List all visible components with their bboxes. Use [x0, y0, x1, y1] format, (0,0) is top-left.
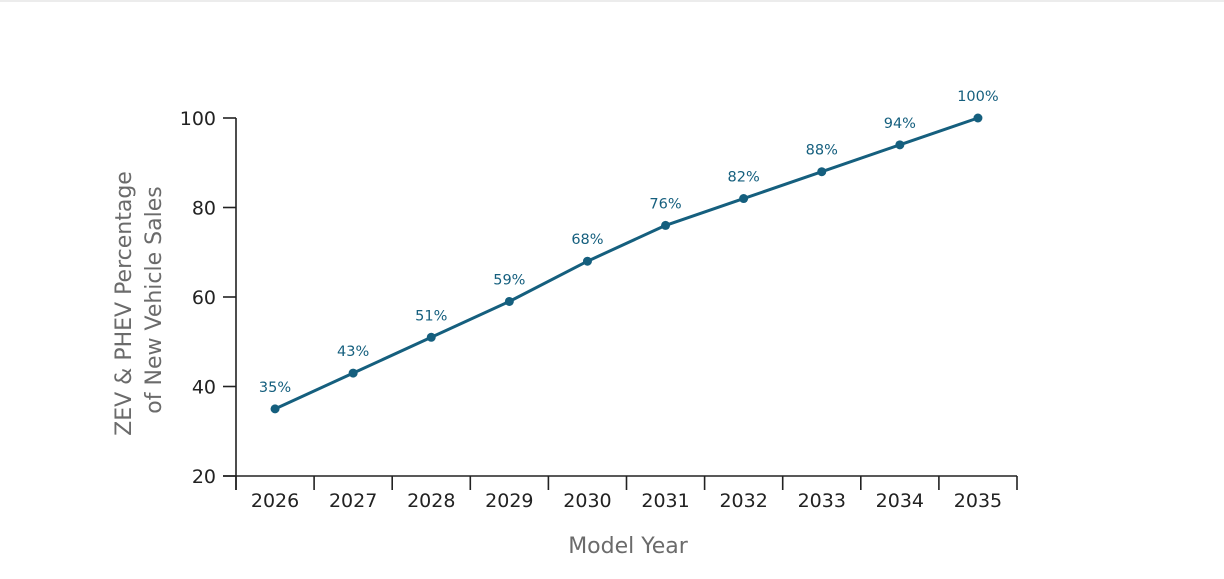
data-point: [348, 368, 358, 378]
top-border: [0, 0, 1224, 2]
data-label: 100%: [957, 89, 998, 105]
x-tick-label: 2034: [876, 490, 924, 512]
data-label: 35%: [259, 380, 291, 396]
y-ticks: 20 40 60 80 100: [180, 108, 236, 488]
data-point: [270, 404, 280, 414]
x-tick-label: 2031: [641, 490, 689, 512]
x-tick-label: 2032: [719, 490, 767, 512]
data-point: [739, 194, 749, 204]
data-labels: 35% 43% 51% 59% 68% 76% 82% 88% 94% 100%: [259, 89, 999, 396]
y-axis-title: ZEV & PHEV Percentage of New Vehicle Sal…: [112, 164, 167, 436]
data-label: 68%: [571, 232, 603, 248]
axes: [223, 118, 1017, 490]
y-tick-label: 20: [192, 466, 216, 488]
data-label: 59%: [493, 272, 525, 288]
x-tick-label: 2033: [798, 490, 846, 512]
x-tick-label: 2028: [407, 490, 455, 512]
x-tick-label: 2030: [563, 490, 611, 512]
data-label: 43%: [337, 344, 369, 360]
data-point: [426, 332, 436, 342]
series-line: [273, 116, 980, 411]
y-tick-label: 100: [180, 108, 216, 130]
x-tick-label: 2035: [954, 490, 1002, 512]
y-axis-title-line-2: of New Vehicle Sales: [142, 186, 167, 413]
x-ticks: 2026 2027 2028 2029 2030 2031 2032 2033 2034 2035: [235, 476, 1018, 512]
data-point: [582, 256, 592, 266]
data-point: [973, 113, 983, 123]
y-tick-label: 80: [192, 198, 216, 220]
data-label: 82%: [728, 170, 760, 186]
data-point: [504, 296, 514, 306]
y-tick-label: 40: [192, 377, 216, 399]
x-tick-label: 2027: [329, 490, 377, 512]
data-point: [817, 167, 827, 177]
x-axis-title: Model Year: [568, 534, 689, 559]
x-tick-label: 2029: [485, 490, 533, 512]
data-label: 88%: [806, 143, 838, 159]
data-label: 51%: [415, 308, 447, 324]
data-label: 76%: [649, 196, 681, 212]
y-tick-label: 60: [192, 287, 216, 309]
data-label: 94%: [884, 116, 916, 132]
y-axis-title-line-1: ZEV & PHEV Percentage: [112, 171, 137, 436]
x-tick-label: 2026: [251, 490, 299, 512]
data-point: [661, 220, 671, 230]
data-point: [895, 140, 905, 150]
series: [270, 113, 983, 414]
